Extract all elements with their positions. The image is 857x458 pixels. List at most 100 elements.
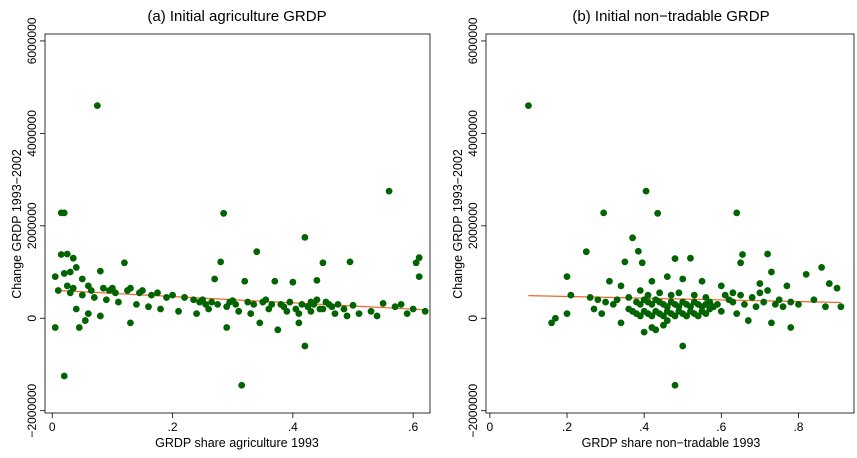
data-point	[169, 291, 176, 299]
data-point	[316, 305, 324, 313]
data-points	[51, 102, 429, 389]
data-point	[586, 294, 594, 301]
data-point	[675, 289, 683, 297]
data-point	[90, 294, 98, 301]
data-point	[63, 282, 71, 290]
data-point	[771, 300, 779, 308]
data-point	[96, 312, 104, 320]
data-point	[590, 305, 598, 313]
x-tick-label: 0	[487, 420, 494, 434]
data-point	[295, 319, 303, 327]
data-point	[663, 317, 671, 324]
data-point	[567, 291, 575, 299]
data-point	[148, 291, 155, 299]
data-point	[60, 372, 68, 380]
data-point	[298, 300, 306, 308]
data-point	[600, 209, 608, 217]
data-point	[145, 303, 152, 311]
chart-title: (b) Initial non−tradable GRDP	[572, 8, 769, 25]
data-point	[133, 300, 140, 308]
y-tick-label: −2000000	[25, 384, 39, 438]
data-point	[105, 287, 113, 294]
data-point	[644, 291, 652, 299]
data-point	[235, 307, 243, 315]
data-point	[163, 294, 170, 301]
data-point	[262, 296, 270, 304]
y-axis-label: Change GRDP 1993−2002	[10, 149, 24, 299]
data-point	[409, 305, 417, 313]
x-tick-label: .8	[793, 420, 803, 434]
data-point	[66, 268, 74, 276]
data-point	[654, 209, 662, 217]
data-point	[415, 273, 423, 281]
axis-ticks: 0 .2 .4 .6 −2000000 0 2000000 4000000 6000000	[25, 17, 418, 437]
data-point	[733, 209, 741, 217]
data-point	[175, 307, 182, 315]
data-point	[253, 248, 261, 256]
data-point	[271, 277, 279, 285]
data-point	[157, 305, 164, 313]
data-point	[683, 312, 690, 320]
data-point	[289, 278, 297, 286]
chart-panel-non-tradable: (b) Initial non−tradable GRDP 0 .2 .4 .6 .8 −…	[451, 8, 855, 450]
data-point	[563, 273, 571, 281]
data-point	[636, 287, 644, 294]
data-point	[121, 259, 128, 267]
data-point	[598, 310, 606, 318]
data-point	[617, 319, 625, 327]
data-point	[313, 276, 321, 284]
data-point	[752, 303, 760, 311]
data-point	[837, 303, 845, 311]
data-point	[617, 282, 625, 290]
data-point	[181, 294, 188, 301]
data-point	[60, 270, 68, 277]
data-point	[72, 264, 80, 271]
data-point	[54, 287, 62, 294]
data-point	[391, 303, 399, 311]
data-point	[421, 307, 429, 315]
data-point	[217, 258, 225, 266]
data-point	[340, 305, 348, 313]
data-point	[190, 296, 197, 304]
data-point	[671, 255, 679, 263]
data-point	[768, 268, 775, 276]
data-point	[220, 209, 228, 217]
data-point	[629, 234, 636, 242]
data-point	[609, 300, 617, 308]
x-tick-label: .2	[168, 420, 178, 434]
data-point	[349, 301, 357, 309]
data-point	[72, 305, 80, 313]
data-point	[744, 317, 752, 324]
data-point	[687, 254, 694, 262]
data-point	[525, 102, 532, 110]
data-point	[634, 247, 642, 255]
data-point	[415, 254, 423, 262]
data-point	[367, 307, 375, 315]
data-point	[729, 289, 737, 297]
data-point	[810, 296, 818, 304]
data-point	[385, 187, 393, 195]
data-point	[737, 259, 744, 267]
data-point	[51, 324, 59, 331]
data-point	[671, 312, 679, 320]
data-point	[102, 296, 110, 304]
data-point	[833, 284, 841, 292]
data-point	[656, 289, 663, 297]
data-point	[301, 233, 309, 241]
data-point	[795, 300, 802, 308]
data-point	[331, 310, 339, 318]
y-tick-label: 6000000	[25, 17, 39, 64]
data-point	[702, 310, 710, 318]
data-point	[78, 291, 86, 299]
data-point	[648, 312, 656, 320]
chart-panel-agriculture: (a) Initial agriculture GRDP 0 .2 .4 .6 −200…	[10, 8, 431, 450]
data-point	[373, 312, 381, 320]
data-point	[737, 291, 744, 299]
data-point	[226, 298, 234, 306]
data-point	[764, 250, 771, 258]
data-point	[818, 264, 825, 271]
y-tick-label: 2000000	[466, 202, 480, 249]
y-tick-label: 2000000	[25, 202, 39, 249]
plot-area	[44, 33, 431, 414]
data-point	[667, 291, 675, 299]
